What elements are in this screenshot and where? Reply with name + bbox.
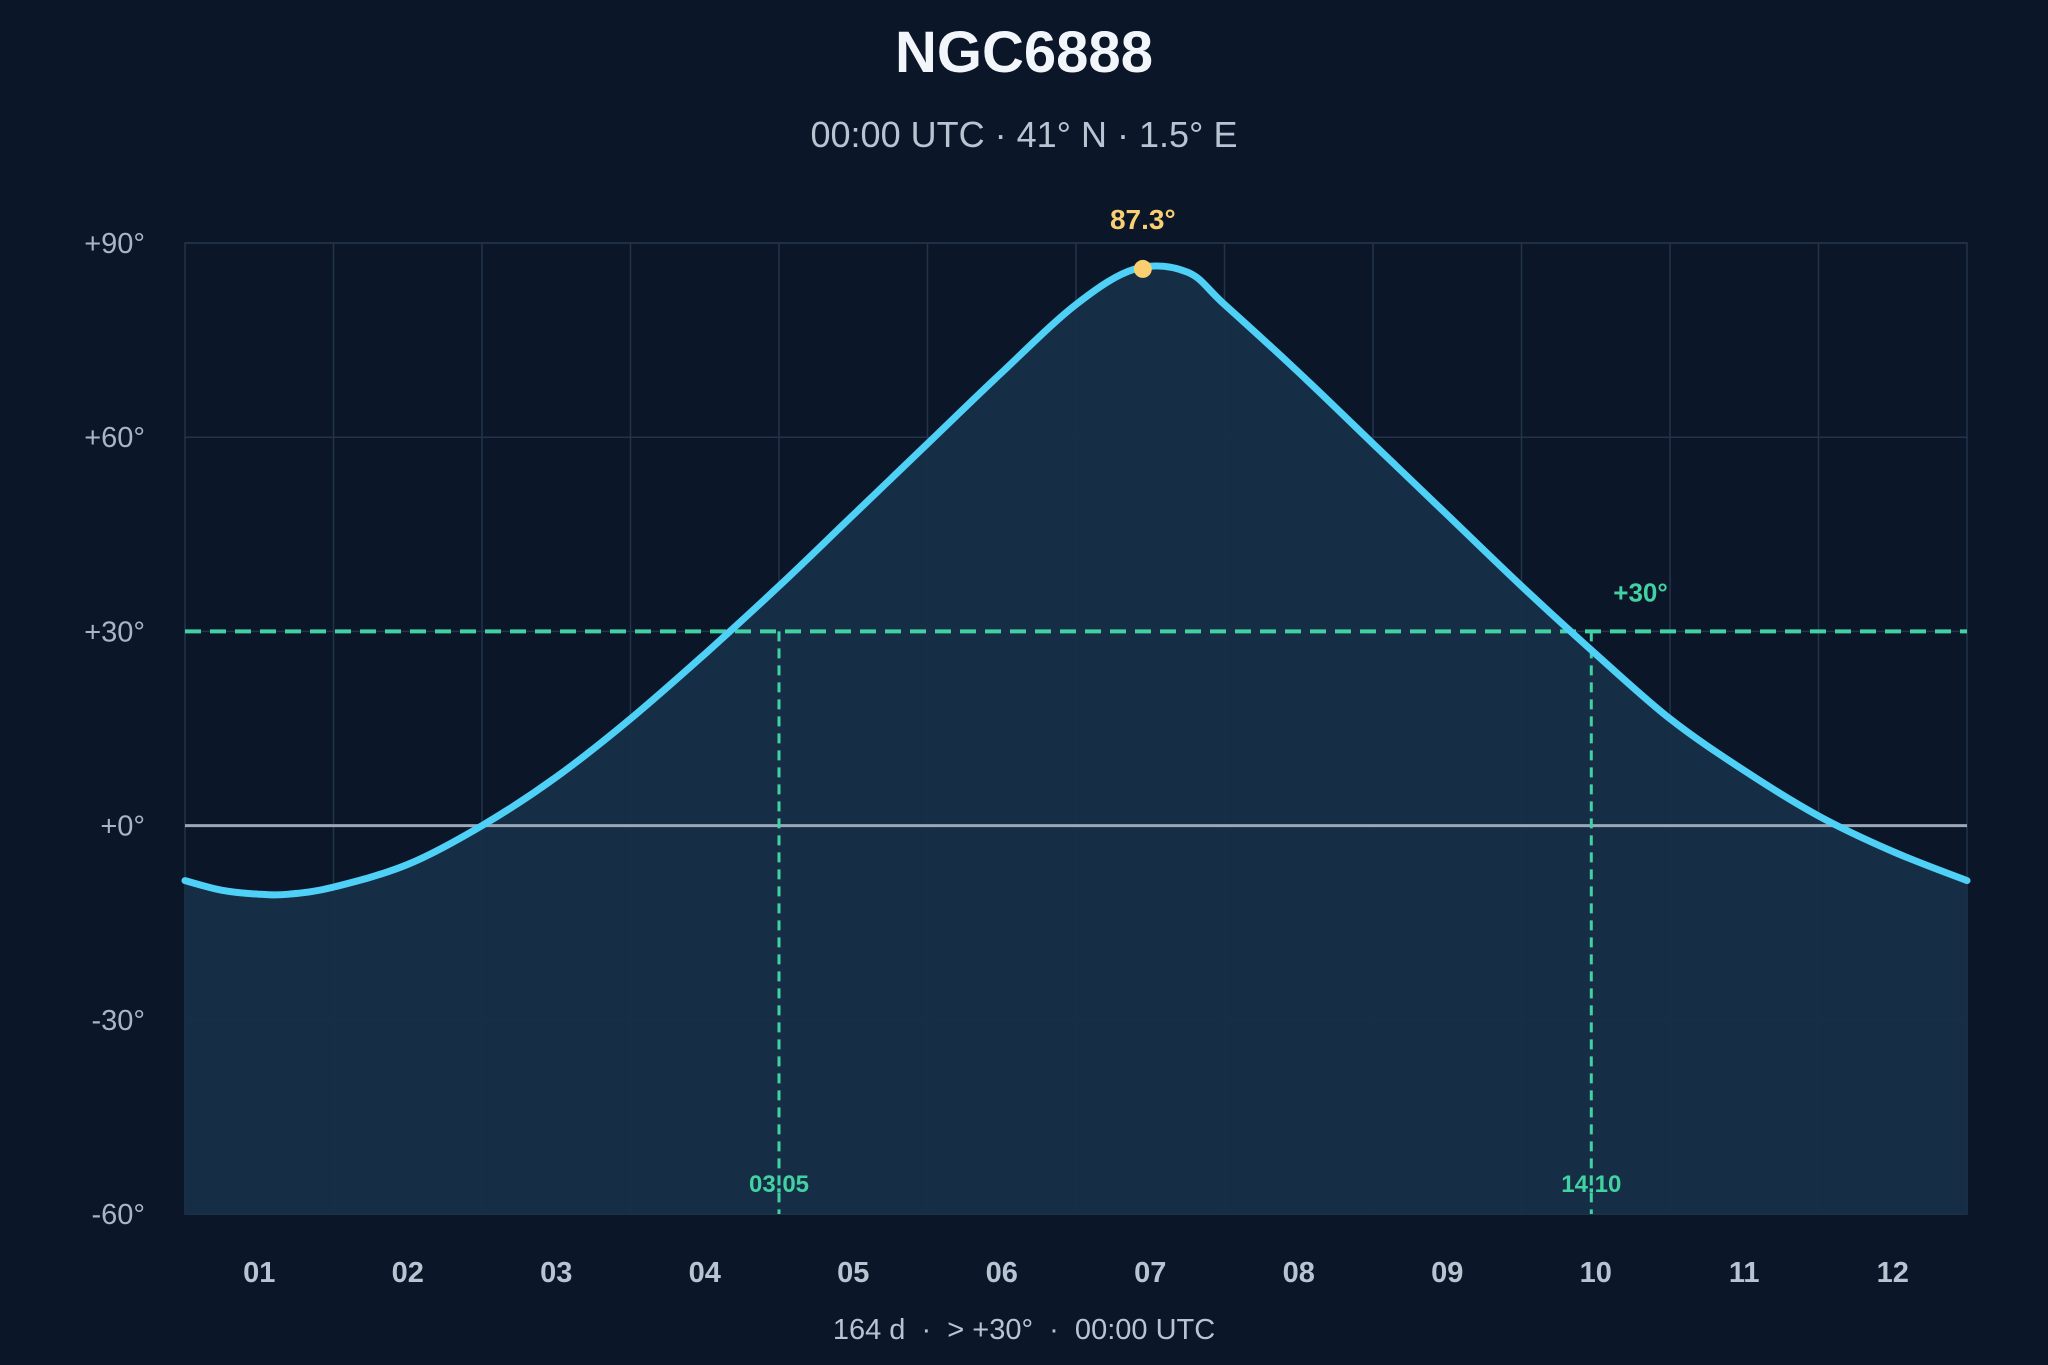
y-tick-label: +90° [84,228,145,260]
x-tick-label: 02 [392,1257,424,1289]
x-tick-label: 08 [1283,1257,1315,1289]
threshold-label: +30° [1613,577,1668,607]
x-axis-ticks: 01 02 03 04 05 06 07 08 09 10 11 12 [243,1257,1909,1289]
y-tick-label: -60° [91,1199,145,1231]
altitude-area-fill [185,265,1967,1214]
crossing-label: 03.05 [749,1171,809,1198]
peak-marker [1133,259,1152,278]
y-tick-label: -30° [91,1005,145,1037]
y-axis-ticks: +90° +60° +30° +0° -30° -60° [84,228,145,1231]
x-tick-label: 03 [540,1257,572,1289]
footer-summary: 164 d · > +30° · 00:00 UTC [833,1314,1215,1346]
x-tick-label: 11 [1729,1257,1760,1289]
y-tick-label: +0° [100,811,145,843]
x-tick-label: 04 [689,1257,721,1289]
threshold-group: +30° 03.05 14.10 [185,577,1967,1214]
crossing-label: 14.10 [1561,1171,1621,1198]
y-tick-label: +60° [84,422,145,454]
x-tick-label: 05 [837,1257,869,1289]
chart-subtitle: 00:00 UTC · 41° N · 1.5° E [811,114,1238,155]
altitude-area [185,265,1967,1214]
altitude-curve [181,262,1971,899]
x-tick-label: 09 [1431,1257,1463,1289]
chart-title: NGC6888 [895,20,1153,85]
x-tick-label: 01 [243,1257,275,1289]
x-tick-label: 12 [1877,1257,1909,1289]
altitude-line [181,262,1971,899]
x-tick-label: 07 [1134,1257,1166,1289]
peak-label: 87.3° [1110,204,1176,235]
x-tick-label: 06 [986,1257,1018,1289]
peak-group: 87.3° [1110,204,1176,278]
x-tick-label: 10 [1580,1257,1612,1289]
y-tick-label: +30° [84,616,145,648]
